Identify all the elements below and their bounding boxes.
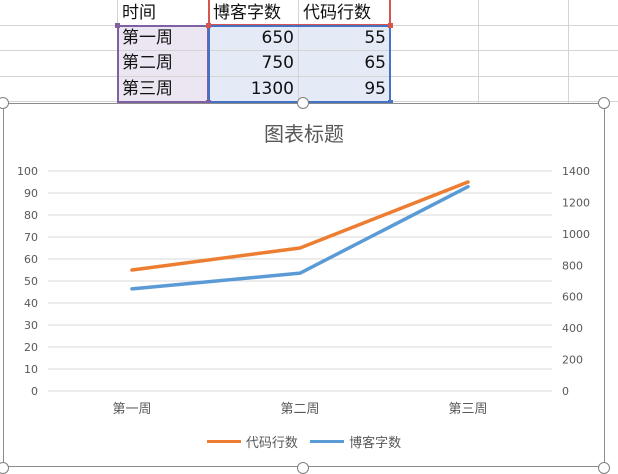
right-axis-tick-label: 0 <box>562 385 569 398</box>
left-axis-tick-label: 70 <box>24 231 38 244</box>
right-axis-tick-label: 800 <box>562 259 583 272</box>
left-axis-tick-label: 90 <box>24 187 38 200</box>
chart-legend[interactable]: 代码行数 博客字数 <box>4 432 604 451</box>
chart-resize-handle-bottom-right[interactable] <box>598 462 610 474</box>
right-axis-tick-label: 1200 <box>562 196 590 209</box>
series-line-blog <box>130 184 470 291</box>
left-axis-tick-label: 20 <box>24 341 38 354</box>
legend-label-code: 代码行数 <box>245 436 298 451</box>
range-handle-blue-bottom[interactable] <box>388 100 393 105</box>
right-axis-tick-label: 200 <box>562 354 583 367</box>
cell-code-week-2[interactable]: 65 <box>299 51 390 76</box>
header-cell-code-lines[interactable]: 代码行数 <box>299 1 390 25</box>
category-axis-label: 第二周 <box>280 402 319 417</box>
left-axis-tick-label: 50 <box>24 275 38 288</box>
category-axis-label: 第一周 <box>112 402 151 417</box>
left-axis-tick-label: 0 <box>31 385 38 398</box>
series-line-code <box>130 180 470 272</box>
legend-item-blog: 博客字数 <box>310 432 401 451</box>
chart-resize-handle-top-left[interactable] <box>0 97 9 109</box>
left-axis-tick-label: 30 <box>24 319 38 332</box>
row-label-week-3[interactable]: 第三周 <box>118 77 208 101</box>
cell-code-week-1[interactable]: 55 <box>299 26 390 50</box>
cell-blog-week-1[interactable]: 650 <box>209 26 298 50</box>
legend-swatch-code <box>206 440 241 443</box>
row-label-week-1[interactable]: 第一周 <box>118 26 208 50</box>
left-axis-tick-label: 100 <box>17 165 38 178</box>
category-axis-label: 第三周 <box>448 402 487 417</box>
legend-item-code: 代码行数 <box>206 432 298 451</box>
row-label-week-2[interactable]: 第二周 <box>118 51 208 76</box>
range-handle-purple-top[interactable] <box>115 23 120 28</box>
left-axis-tick-label: 40 <box>24 297 38 310</box>
chart-resize-handle-top-middle[interactable] <box>297 97 309 109</box>
right-axis-tick-label: 600 <box>562 291 583 304</box>
chart-resize-handle-top-right[interactable] <box>598 97 610 109</box>
range-handle-purple-bottom[interactable] <box>206 100 211 105</box>
left-axis-tick-label: 80 <box>24 209 38 222</box>
line-chart[interactable]: 图表标题 0 10 20 30 40 50 60 70 80 90 100 0 200 400 600 800… <box>3 103 605 467</box>
chart-resize-handle-bottom-middle[interactable] <box>297 462 309 474</box>
chart-plot-area: 0102030405060708090100020040060080010001… <box>17 165 590 417</box>
legend-label-blog: 博客字数 <box>349 436 402 451</box>
cell-code-week-3[interactable]: 95 <box>299 77 390 101</box>
range-handle-red-right[interactable] <box>388 23 393 28</box>
right-axis-tick-label: 1000 <box>562 228 590 241</box>
cell-blog-week-2[interactable]: 750 <box>209 51 298 76</box>
legend-swatch-blog <box>310 440 345 443</box>
left-axis-tick-label: 10 <box>24 363 38 376</box>
left-axis-tick-label: 60 <box>24 253 38 266</box>
range-handle-red-left[interactable] <box>206 23 211 28</box>
header-cell-blog-words[interactable]: 博客字数 <box>209 1 298 25</box>
right-axis-tick-label: 400 <box>562 322 583 335</box>
chart-title[interactable]: 图表标题 <box>264 122 344 146</box>
right-axis-tick-label: 1400 <box>562 165 590 178</box>
header-cell-time[interactable]: 时间 <box>118 1 208 25</box>
cell-blog-week-3[interactable]: 1300 <box>209 77 298 101</box>
